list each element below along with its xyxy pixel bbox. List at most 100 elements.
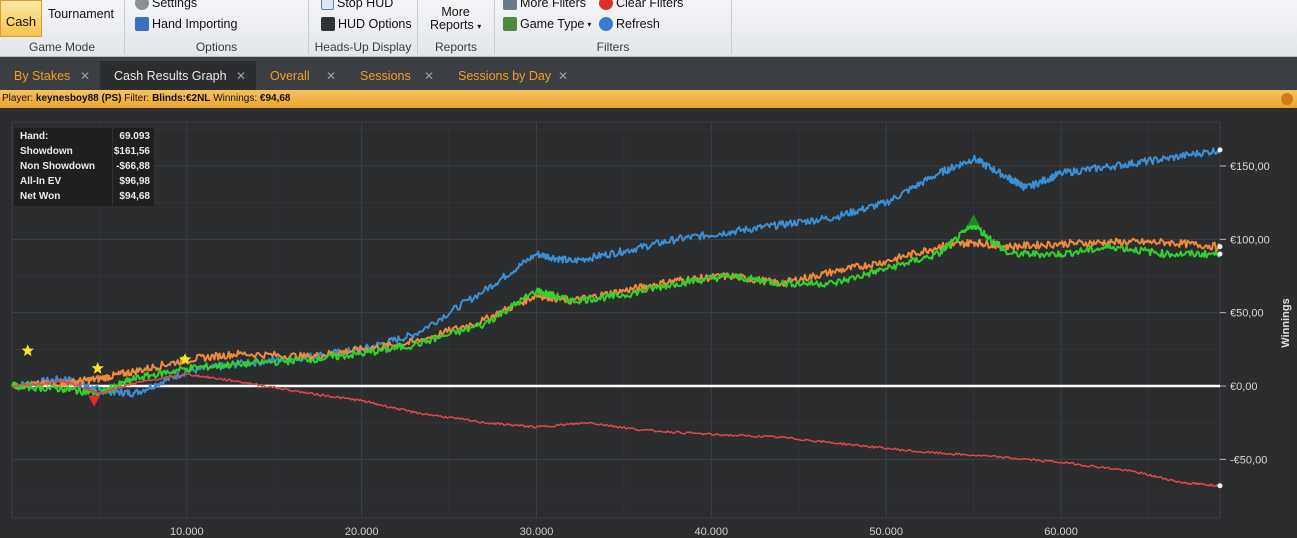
y-axis-label: Winnings bbox=[1280, 298, 1292, 347]
stop-hud-button[interactable]: Stop HUD bbox=[321, 0, 393, 10]
stat-value: 69.093 bbox=[119, 131, 150, 142]
tab-label: Cash Results Graph bbox=[114, 68, 227, 83]
x-tick-label: 10.000 bbox=[170, 526, 204, 538]
x-tick-label: 20.000 bbox=[345, 526, 379, 538]
refresh-button[interactable]: Refresh bbox=[599, 17, 660, 31]
cash-label: Cash bbox=[5, 14, 37, 29]
x-tick-label: 60.000 bbox=[1044, 526, 1078, 538]
close-icon[interactable]: ✕ bbox=[235, 69, 246, 83]
tournament-button[interactable]: Tournament bbox=[48, 7, 114, 21]
stats-row: All-In EV $96,98 bbox=[20, 176, 150, 191]
stats-summary: Hand: 69.093 Showdown $161,56 Non Showdown… bbox=[14, 128, 154, 206]
clear-icon bbox=[599, 0, 613, 10]
series-end-point bbox=[1217, 147, 1223, 153]
game-mode-label: Game Mode bbox=[28, 40, 96, 54]
filter-summary-bar: Player: keynesboy88 (PS) Filter: Blinds:… bbox=[0, 90, 1297, 108]
series-line bbox=[11, 147, 1221, 398]
series-line bbox=[11, 223, 1221, 397]
close-icon[interactable]: ✕ bbox=[79, 69, 90, 83]
stats-row: Hand: 69.093 bbox=[20, 131, 150, 146]
star-marker bbox=[91, 361, 104, 374]
winnings-value: €94,68 bbox=[259, 93, 291, 104]
high-marker bbox=[967, 214, 980, 226]
tab-overall[interactable]: Overall ✕ bbox=[256, 61, 346, 90]
import-icon bbox=[135, 17, 149, 31]
player-label: Player: bbox=[2, 93, 34, 104]
star-marker bbox=[21, 344, 34, 357]
close-icon[interactable]: ✕ bbox=[557, 69, 568, 83]
hud-options-label: HUD Options bbox=[338, 17, 412, 31]
results-graph: 10.000 20.000 30.000 40.000 50.000 60.000 -€50… bbox=[11, 121, 1292, 538]
settings-label: Settings bbox=[152, 0, 198, 10]
reports-button-label: Reports bbox=[430, 18, 474, 32]
tab-sessions[interactable]: Sessions ✕ bbox=[346, 61, 444, 90]
stop-icon bbox=[321, 0, 334, 10]
plot-background bbox=[11, 121, 1221, 519]
close-icon[interactable]: ✕ bbox=[423, 69, 434, 83]
tab-label: Sessions by Day bbox=[458, 68, 552, 83]
y-tick-label: -€50,00 bbox=[1230, 454, 1267, 466]
more-label: More bbox=[441, 5, 470, 19]
options-label: Options bbox=[195, 40, 238, 54]
clear-filters-button[interactable]: Clear Filters bbox=[599, 0, 683, 10]
game-type-button[interactable]: Game Type ▾ bbox=[503, 17, 591, 31]
low-marker bbox=[88, 395, 101, 407]
filter-label: Filter: bbox=[124, 93, 150, 104]
y-tick-label: €100,00 bbox=[1230, 234, 1270, 246]
series-end-point bbox=[1217, 251, 1223, 257]
stats-row: Showdown $161,56 bbox=[20, 146, 150, 161]
ribbon-separator bbox=[494, 0, 495, 54]
stats-row: Non Showdown -$66,88 bbox=[20, 161, 150, 176]
stat-label: Showdown bbox=[20, 146, 73, 157]
x-tick-label: 30.000 bbox=[520, 526, 554, 538]
x-tick-label: 40.000 bbox=[695, 526, 729, 538]
filters-group: More Filters Game Type ▾ Clear Filters R… bbox=[495, 0, 731, 56]
filters-label: Filters bbox=[596, 40, 630, 54]
x-tick-label: 50.000 bbox=[869, 526, 903, 538]
hud-options-button[interactable]: HUD Options bbox=[321, 17, 412, 31]
hand-importing-button[interactable]: Hand Importing bbox=[135, 17, 237, 31]
ribbon-separator bbox=[417, 0, 418, 54]
game-mode-group: Cash Tournament Game Mode bbox=[0, 0, 124, 56]
heads-up-display-label: Heads-Up Display bbox=[314, 40, 412, 54]
y-tick-label: €150,00 bbox=[1230, 161, 1270, 173]
stat-value: -$66,88 bbox=[116, 161, 150, 172]
chevron-down-icon: ▾ bbox=[587, 19, 592, 29]
stop-hud-label: Stop HUD bbox=[337, 0, 394, 10]
winnings-label: Winnings: bbox=[213, 93, 258, 104]
hud-group: Stop HUD HUD Options Heads-Up Display bbox=[309, 0, 417, 56]
reports-label: Reports bbox=[434, 40, 478, 54]
y-tick-label: €50,00 bbox=[1230, 308, 1264, 320]
more-reports-button[interactable]: More Reports ▾ bbox=[430, 6, 481, 33]
chevron-down-icon: ▾ bbox=[477, 22, 482, 31]
collapse-icon[interactable] bbox=[1281, 93, 1293, 105]
stat-value: $161,56 bbox=[113, 146, 150, 157]
ribbon-separator bbox=[308, 0, 309, 54]
tab-label: Overall bbox=[270, 68, 310, 83]
clear-filters-label: Clear Filters bbox=[616, 0, 684, 10]
star-marker bbox=[178, 353, 192, 365]
more-filters-label: More Filters bbox=[520, 0, 586, 10]
series-line bbox=[11, 373, 1221, 488]
more-filters-button[interactable]: More Filters bbox=[503, 0, 586, 10]
stat-value: $94,68 bbox=[119, 191, 150, 202]
refresh-icon bbox=[599, 17, 613, 31]
stats-row: Net Won $94,68 bbox=[20, 191, 150, 206]
y-tick-label: €0,00 bbox=[1230, 381, 1258, 393]
game-type-icon bbox=[503, 17, 517, 31]
ribbon-separator bbox=[124, 0, 125, 54]
settings-button[interactable]: Settings bbox=[135, 0, 197, 10]
stat-label: All-In EV bbox=[20, 176, 62, 187]
tab-label: Sessions bbox=[360, 68, 411, 83]
series-end-point bbox=[1217, 483, 1223, 489]
tab-cash-results-graph[interactable]: Cash Results Graph ✕ bbox=[100, 61, 256, 90]
tab-by-stakes[interactable]: By Stakes ✕ bbox=[0, 61, 100, 90]
close-icon[interactable]: ✕ bbox=[325, 69, 336, 83]
tab-sessions-by-day[interactable]: Sessions by Day ✕ bbox=[444, 61, 578, 90]
stat-label: Non Showdown bbox=[20, 161, 95, 172]
cash-button[interactable]: Cash bbox=[0, 0, 42, 37]
ribbon-toolbar: Cash Tournament Game Mode Settings Hand … bbox=[0, 0, 1297, 57]
gear-icon bbox=[135, 0, 149, 10]
filter-value: Blinds:€2NL bbox=[152, 93, 211, 104]
game-type-label: Game Type bbox=[520, 17, 585, 31]
